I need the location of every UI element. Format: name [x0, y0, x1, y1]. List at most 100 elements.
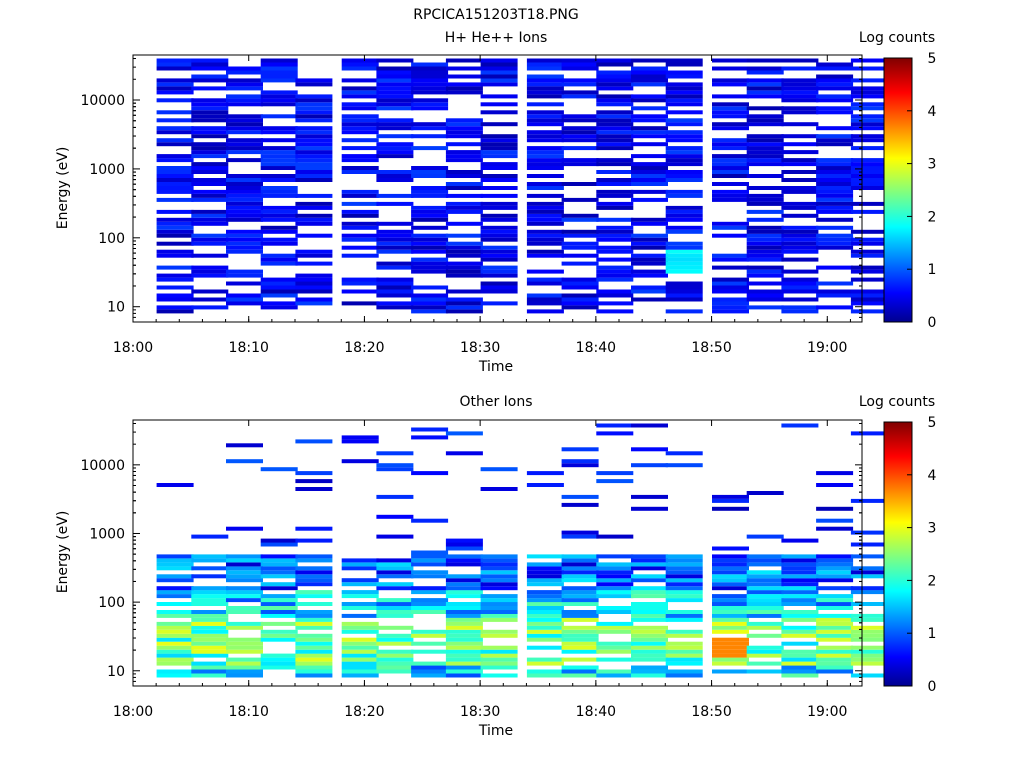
- heatmap-cell: [411, 90, 449, 95]
- x-tick-label: 19:00: [807, 704, 847, 720]
- heatmap-cell: [341, 189, 379, 194]
- heatmap-cell: [781, 58, 819, 63]
- heatmap-cell: [376, 566, 414, 571]
- heatmap-cell: [526, 613, 564, 618]
- heatmap-cell: [561, 305, 599, 310]
- heatmap-cell: [226, 182, 263, 186]
- heatmap-cell: [376, 265, 414, 270]
- heatmap-cell: [480, 138, 518, 143]
- heatmap-cell: [526, 621, 564, 626]
- heatmap-cell: [746, 249, 784, 254]
- heatmap-cell: [260, 213, 298, 218]
- heatmap-cell: [746, 90, 784, 95]
- heatmap-cell: [295, 574, 333, 579]
- heatmap-cell: [631, 613, 668, 618]
- heatmap-cell: [631, 189, 668, 194]
- heatmap-cell: [156, 66, 194, 71]
- heatmap-cell: [226, 293, 263, 298]
- panel-bottom-colorbar-ticks: 0 1 2 3 4 5: [907, 415, 937, 695]
- heatmap-cell: [376, 74, 414, 79]
- heatmap-cell: [191, 253, 229, 258]
- heatmap-cell: [561, 566, 599, 571]
- heatmap-cell: [665, 629, 703, 634]
- heatmap-cell: [746, 625, 784, 630]
- colorbar-tick-label: 0: [928, 679, 937, 695]
- heatmap-cell: [816, 645, 854, 650]
- heatmap-cell: [191, 598, 229, 603]
- heatmap-cell: [376, 610, 414, 614]
- heatmap-cell: [376, 451, 414, 456]
- heatmap-cell: [411, 193, 449, 198]
- heatmap-cell: [712, 574, 749, 579]
- heatmap-cell: [295, 158, 333, 163]
- heatmap-cell: [376, 586, 414, 591]
- heatmap-cell: [526, 574, 564, 579]
- heatmap-cell: [156, 594, 194, 599]
- heatmap-cell: [526, 617, 564, 622]
- heatmap-cell: [480, 174, 518, 178]
- heatmap-cell: [191, 273, 229, 278]
- heatmap-cell: [631, 566, 668, 571]
- heatmap-cell: [712, 498, 749, 503]
- heatmap-cell: [850, 574, 888, 579]
- heatmap-cell: [376, 154, 414, 159]
- x-tick-label: 18:00: [113, 340, 153, 356]
- heatmap-cell: [295, 665, 333, 670]
- heatmap-cell: [226, 102, 263, 107]
- heatmap-cell: [411, 427, 449, 432]
- heatmap-cell: [781, 653, 819, 658]
- heatmap-cell: [816, 94, 854, 99]
- heatmap-cell: [665, 586, 703, 591]
- heatmap-cell: [260, 665, 298, 670]
- heatmap-cell: [665, 590, 703, 595]
- heatmap-cell: [665, 281, 703, 286]
- heatmap-cell: [156, 241, 194, 246]
- heatmap-cell: [561, 78, 599, 83]
- heatmap-cell: [816, 621, 854, 626]
- heatmap-cell: [746, 134, 784, 139]
- heatmap-cell: [445, 625, 483, 630]
- heatmap-cell: [260, 217, 298, 222]
- heatmap-cell: [712, 110, 749, 115]
- heatmap-cell: [781, 162, 819, 167]
- heatmap-cell: [746, 158, 784, 163]
- heatmap-cell: [526, 186, 564, 190]
- heatmap-cell: [596, 62, 634, 67]
- heatmap-cell: [260, 661, 298, 666]
- heatmap-cell: [665, 269, 703, 274]
- heatmap-cell: [561, 229, 599, 234]
- heatmap-cell: [226, 233, 263, 238]
- heatmap-cell: [376, 637, 414, 642]
- heatmap-cell: [156, 554, 194, 559]
- heatmap-cell: [526, 162, 564, 167]
- heatmap-cell: [561, 66, 599, 71]
- heatmap-cell: [781, 201, 819, 206]
- heatmap-cell: [665, 649, 703, 654]
- heatmap-cell: [341, 459, 379, 464]
- heatmap-cell: [712, 193, 749, 198]
- heatmap-cell: [816, 562, 854, 567]
- heatmap-cell: [411, 661, 449, 666]
- heatmap-cell: [295, 621, 333, 626]
- heatmap-cell: [712, 233, 749, 238]
- heatmap-cell: [411, 641, 449, 646]
- heatmap-cell: [781, 281, 819, 286]
- heatmap-cell: [746, 661, 784, 666]
- heatmap-cell: [631, 217, 668, 222]
- heatmap-cell: [746, 649, 784, 654]
- heatmap-cell: [480, 62, 518, 67]
- heatmap-cell: [295, 301, 333, 306]
- heatmap-cell: [665, 229, 703, 234]
- heatmap-cell: [596, 74, 634, 79]
- heatmap-cell: [712, 281, 749, 286]
- heatmap-cell: [631, 166, 668, 170]
- heatmap-cell: [480, 102, 518, 107]
- heatmap-cell: [596, 189, 634, 194]
- heatmap-cell: [376, 142, 414, 147]
- heatmap-cell: [226, 645, 263, 650]
- heatmap-cell: [295, 201, 333, 206]
- heatmap-cell: [226, 174, 263, 178]
- heatmap-cell: [260, 261, 298, 266]
- heatmap-cell: [816, 82, 854, 87]
- heatmap-cell: [376, 467, 414, 472]
